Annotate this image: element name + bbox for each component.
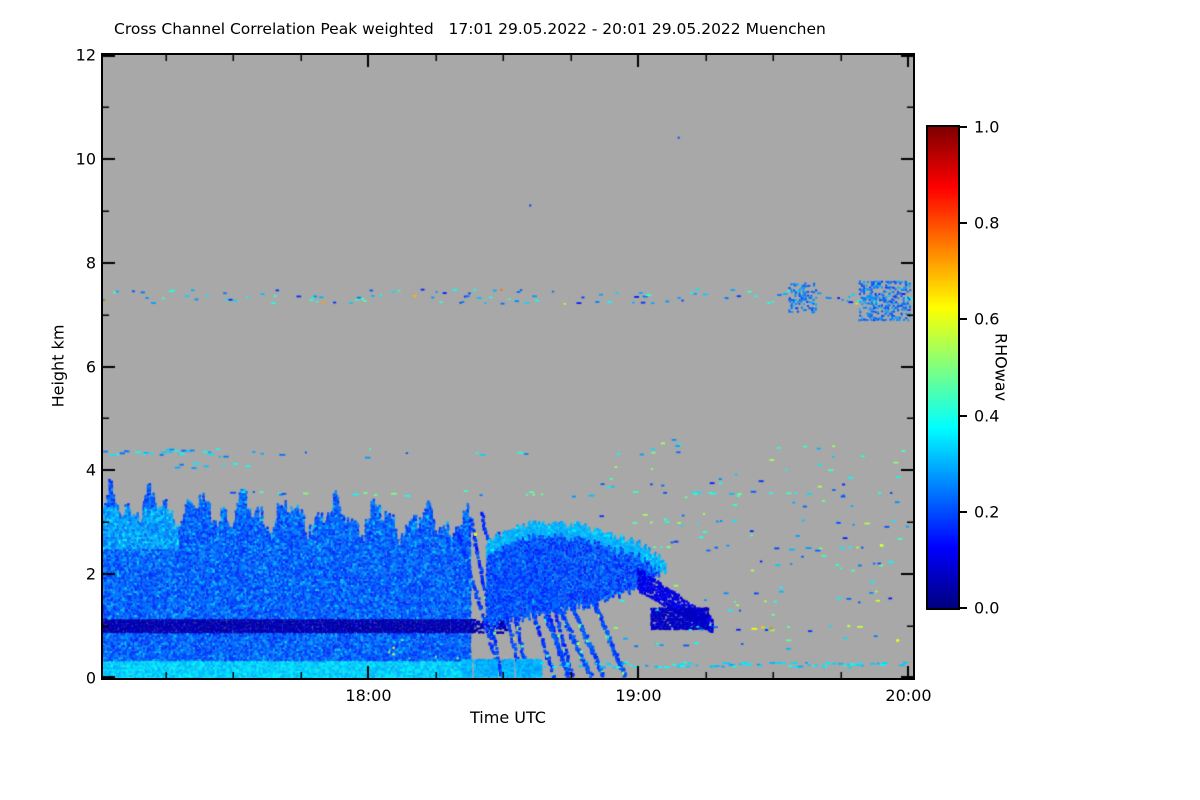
colorbar-tick-label: 0.6 bbox=[974, 309, 1000, 329]
y-tick-label: 8 bbox=[85, 253, 96, 273]
colorbar-tick-label: 0.4 bbox=[974, 406, 1000, 426]
x-tick-label: 20:00 bbox=[885, 686, 932, 705]
colorbar-tick-label: 0.2 bbox=[974, 502, 1000, 522]
y-tick-label: 4 bbox=[85, 460, 96, 480]
colorbar-label: RHOwav bbox=[991, 332, 1011, 402]
colorbar-canvas bbox=[928, 127, 958, 608]
colorbar-tick bbox=[960, 126, 967, 128]
colorbar-tick-label: 0.0 bbox=[974, 598, 1000, 618]
colorbar-tick-label: 0.8 bbox=[974, 213, 1000, 233]
x-tick-label: 19:00 bbox=[615, 686, 662, 705]
y-tick-label: 12 bbox=[75, 45, 96, 65]
colorbar-tick bbox=[960, 414, 967, 417]
x-tick-label: 18:00 bbox=[345, 686, 392, 705]
y-tick-label: 6 bbox=[85, 357, 96, 376]
y-tick-label: 10 bbox=[75, 149, 96, 169]
x-axis-label: Time UTC bbox=[470, 708, 546, 727]
y-tick-label: 0 bbox=[85, 668, 96, 688]
colorbar-tick bbox=[960, 222, 967, 225]
y-tick-label: 2 bbox=[85, 564, 96, 584]
chart-title: Cross Channel Correlation Peak weighted … bbox=[114, 20, 826, 38]
colorbar-tick bbox=[960, 318, 967, 321]
colorbar-tick bbox=[960, 510, 967, 513]
colorbar-tick bbox=[960, 607, 967, 609]
heatmap-canvas bbox=[103, 55, 913, 678]
colorbar-tick-label: 1.0 bbox=[974, 117, 1000, 137]
